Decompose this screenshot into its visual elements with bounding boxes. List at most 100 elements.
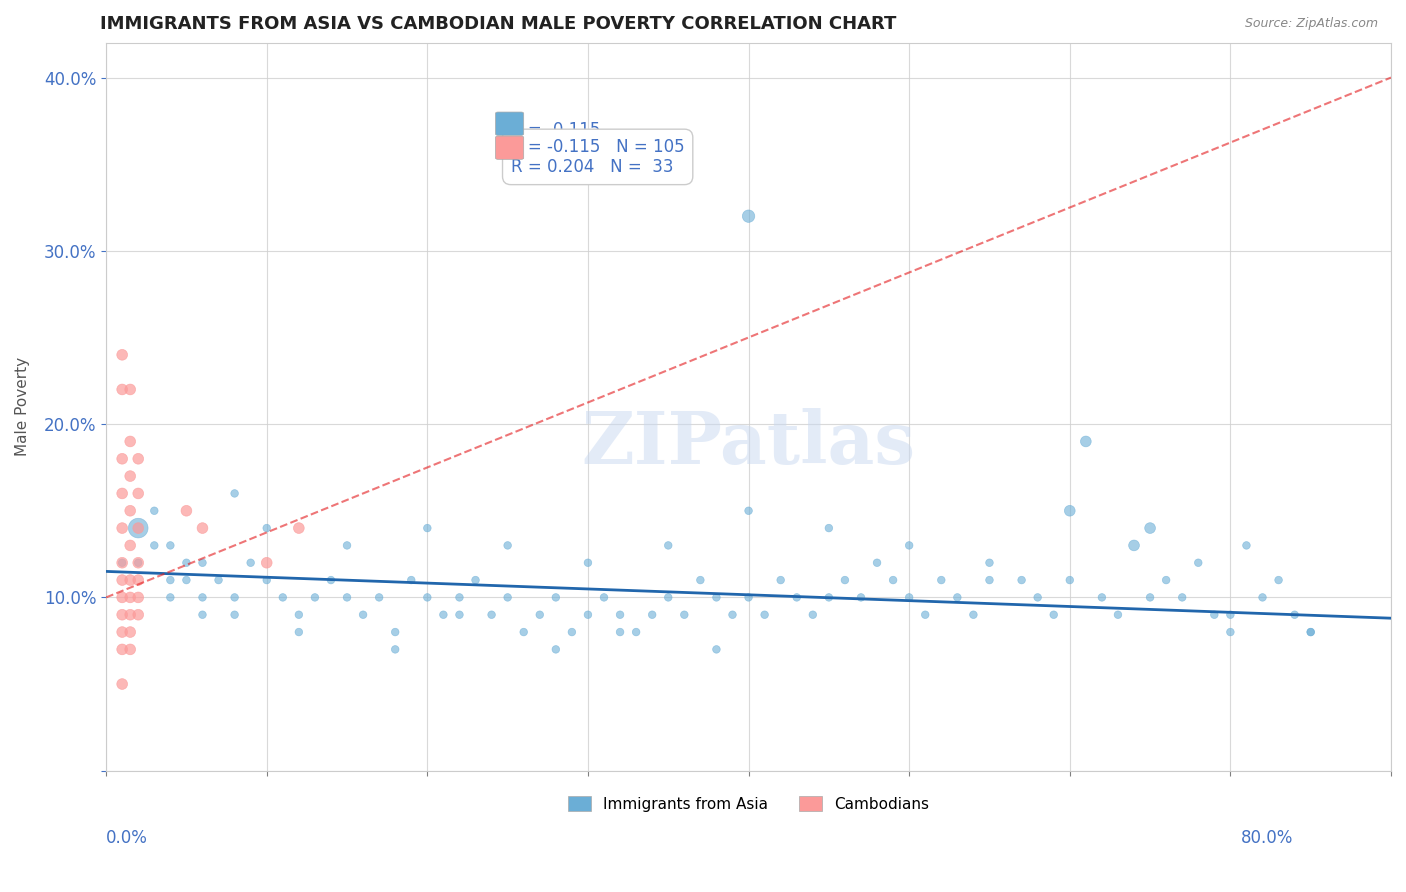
Point <box>561 625 583 640</box>
Point <box>120 434 142 449</box>
Point <box>1219 625 1241 640</box>
Point <box>609 607 631 622</box>
Point <box>432 607 454 622</box>
Point <box>120 383 142 397</box>
Point <box>224 591 246 605</box>
Point <box>207 573 229 587</box>
Point <box>224 607 246 622</box>
Point <box>1042 607 1064 622</box>
Point <box>737 209 759 223</box>
Point <box>120 469 142 483</box>
Point <box>401 573 423 587</box>
Point <box>288 625 311 640</box>
Point <box>849 591 872 605</box>
Point <box>191 521 214 535</box>
Point <box>111 625 134 640</box>
Point <box>271 591 294 605</box>
Point <box>120 504 142 518</box>
Point <box>120 538 142 552</box>
Point <box>127 486 149 500</box>
Point <box>416 591 439 605</box>
Point <box>384 625 406 640</box>
Point <box>576 556 599 570</box>
Text: Source: ZipAtlas.com: Source: ZipAtlas.com <box>1244 17 1378 29</box>
Point <box>159 538 181 552</box>
Point <box>1139 521 1161 535</box>
Point <box>224 486 246 500</box>
Point <box>737 591 759 605</box>
Point <box>721 607 744 622</box>
Point <box>657 538 679 552</box>
Point <box>1187 556 1209 570</box>
Point <box>120 625 142 640</box>
Y-axis label: Male Poverty: Male Poverty <box>15 357 30 457</box>
Point <box>256 521 278 535</box>
Point <box>336 538 359 552</box>
Point <box>1139 591 1161 605</box>
Point <box>593 591 616 605</box>
Point <box>979 556 1001 570</box>
Point <box>143 538 166 552</box>
Point <box>111 486 134 500</box>
Point <box>544 642 567 657</box>
Point <box>962 607 984 622</box>
Point <box>111 591 134 605</box>
Point <box>111 642 134 657</box>
Point <box>609 625 631 640</box>
FancyBboxPatch shape <box>495 136 523 160</box>
Point <box>946 591 969 605</box>
Point <box>1299 625 1322 640</box>
Point <box>1011 573 1033 587</box>
Point <box>127 521 149 535</box>
Point <box>319 573 342 587</box>
Legend: Immigrants from Asia, Cambodians: Immigrants from Asia, Cambodians <box>562 789 935 818</box>
Point <box>624 625 647 640</box>
Text: 0.0%: 0.0% <box>105 829 148 847</box>
Point <box>127 451 149 466</box>
Text: 80.0%: 80.0% <box>1241 829 1294 847</box>
Point <box>1219 607 1241 622</box>
FancyBboxPatch shape <box>495 112 523 136</box>
Point <box>120 607 142 622</box>
Point <box>866 556 889 570</box>
Point <box>336 591 359 605</box>
Point <box>191 607 214 622</box>
Point <box>1059 504 1081 518</box>
Point <box>512 625 534 640</box>
Point <box>256 573 278 587</box>
Point <box>529 607 551 622</box>
Point <box>898 591 921 605</box>
Point <box>304 591 326 605</box>
Point <box>689 573 711 587</box>
Point <box>449 591 471 605</box>
Point <box>834 573 856 587</box>
Point <box>1059 573 1081 587</box>
Point <box>481 607 503 622</box>
Point <box>111 607 134 622</box>
Point <box>127 521 149 535</box>
Point <box>1026 591 1049 605</box>
Point <box>544 591 567 605</box>
Point <box>1171 591 1194 605</box>
Text: ZIPatlas: ZIPatlas <box>582 408 915 479</box>
Point <box>1154 573 1177 587</box>
Point <box>1284 607 1306 622</box>
Point <box>159 573 181 587</box>
Point <box>1267 573 1289 587</box>
Point <box>120 642 142 657</box>
Point <box>449 607 471 622</box>
Point <box>818 521 841 535</box>
Point <box>882 573 904 587</box>
Point <box>127 607 149 622</box>
Point <box>706 642 728 657</box>
Point <box>496 538 519 552</box>
Point <box>737 504 759 518</box>
Point <box>111 383 134 397</box>
Point <box>1074 434 1097 449</box>
Point <box>1091 591 1114 605</box>
Point <box>127 556 149 570</box>
Point <box>120 573 142 587</box>
Point <box>673 607 696 622</box>
Point <box>786 591 808 605</box>
Point <box>127 573 149 587</box>
